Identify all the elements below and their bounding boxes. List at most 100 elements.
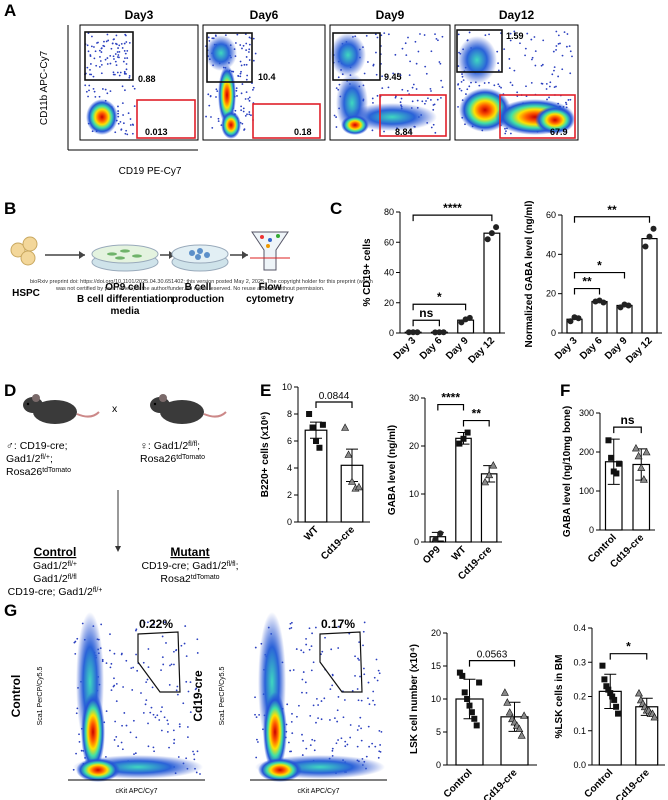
event <box>343 699 346 701</box>
event <box>557 43 560 45</box>
event <box>308 648 311 651</box>
event <box>109 90 112 93</box>
event <box>193 753 195 756</box>
event <box>176 685 179 688</box>
y-axis-label: % CD19+ cells <box>362 238 373 307</box>
y-tick-label: 4 <box>287 463 292 473</box>
event <box>365 755 368 758</box>
event <box>363 621 366 624</box>
event <box>298 704 300 707</box>
event <box>457 33 460 36</box>
data-point <box>601 676 608 683</box>
event <box>310 669 313 672</box>
event <box>337 647 340 649</box>
event <box>243 129 245 131</box>
event <box>112 55 115 58</box>
event <box>286 703 289 706</box>
event <box>290 720 293 723</box>
data-point <box>313 438 319 444</box>
data-point <box>646 233 653 240</box>
event <box>524 54 526 57</box>
event <box>407 36 409 39</box>
event <box>337 739 339 741</box>
event <box>240 70 242 73</box>
event <box>185 655 188 657</box>
event <box>373 703 376 706</box>
gate <box>319 631 363 693</box>
event <box>375 658 378 661</box>
event <box>105 662 108 665</box>
y-tick-label: 0 <box>287 517 292 527</box>
event <box>104 58 107 61</box>
sig-bracket <box>412 214 493 222</box>
event <box>301 678 304 681</box>
group-label: Cd19-cre <box>191 670 205 722</box>
data-point <box>344 450 353 458</box>
event <box>511 84 514 87</box>
sig-label: ** <box>582 275 592 289</box>
event <box>161 635 164 638</box>
event <box>371 97 374 100</box>
event <box>323 697 326 700</box>
event <box>87 95 89 98</box>
event <box>217 117 220 120</box>
flow-plot: 0.88 0.013 <box>79 24 199 141</box>
x-tick-label: Day 3 <box>392 335 419 362</box>
event <box>374 745 377 748</box>
event <box>93 46 95 48</box>
data-point <box>605 686 612 693</box>
event <box>337 76 340 79</box>
event <box>568 45 571 48</box>
event <box>367 681 370 684</box>
gate-value: 67.9 <box>550 127 568 137</box>
event <box>245 56 248 58</box>
event <box>509 39 512 42</box>
event <box>196 750 199 753</box>
event <box>106 63 109 65</box>
event <box>438 61 441 63</box>
event <box>417 50 420 53</box>
event <box>252 86 255 89</box>
event <box>199 773 201 775</box>
data-point <box>476 679 483 686</box>
event <box>124 89 126 92</box>
x-axis-label: cKit APC/Cy7 <box>115 788 157 795</box>
data-point <box>615 710 622 717</box>
step-label: media <box>111 306 140 317</box>
y-tick-label: 200 <box>579 447 594 457</box>
event <box>457 83 459 86</box>
event <box>331 749 334 752</box>
sig-label: * <box>597 259 602 273</box>
flow-plot <box>68 612 205 782</box>
event <box>496 50 499 53</box>
event <box>140 692 142 694</box>
event <box>217 120 220 123</box>
genotype-line: Gad1/2fl/fl <box>33 573 77 585</box>
event <box>113 652 116 655</box>
event <box>439 62 442 65</box>
event <box>302 671 305 673</box>
event <box>78 733 80 736</box>
y-tick-label: 0 <box>389 328 394 338</box>
event <box>124 52 127 55</box>
event <box>119 71 122 74</box>
x-tick-label: Cd19-cre <box>614 767 652 800</box>
data-point <box>613 470 620 477</box>
event <box>120 128 123 131</box>
event <box>565 131 568 134</box>
event <box>254 713 256 716</box>
event <box>287 741 290 744</box>
event <box>246 113 248 116</box>
event <box>245 91 248 94</box>
event <box>304 681 307 684</box>
panel-label: D <box>4 381 16 400</box>
gate <box>137 631 181 693</box>
data-point <box>414 329 421 336</box>
event <box>112 71 115 74</box>
event <box>125 68 128 71</box>
event <box>234 109 237 112</box>
y-axis-label: Normalized GABA level (ng/ml) <box>524 201 535 348</box>
data-point <box>485 470 494 479</box>
event <box>380 730 383 733</box>
event <box>135 653 137 656</box>
